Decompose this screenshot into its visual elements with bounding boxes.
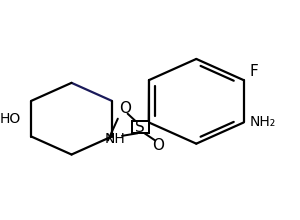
Text: HO: HO xyxy=(0,112,21,126)
Text: O: O xyxy=(152,138,164,153)
Text: NH₂: NH₂ xyxy=(250,116,276,130)
Text: NH: NH xyxy=(105,132,125,146)
FancyBboxPatch shape xyxy=(131,121,149,134)
Text: F: F xyxy=(249,64,258,79)
Text: S: S xyxy=(135,120,145,135)
Text: O: O xyxy=(119,101,131,116)
